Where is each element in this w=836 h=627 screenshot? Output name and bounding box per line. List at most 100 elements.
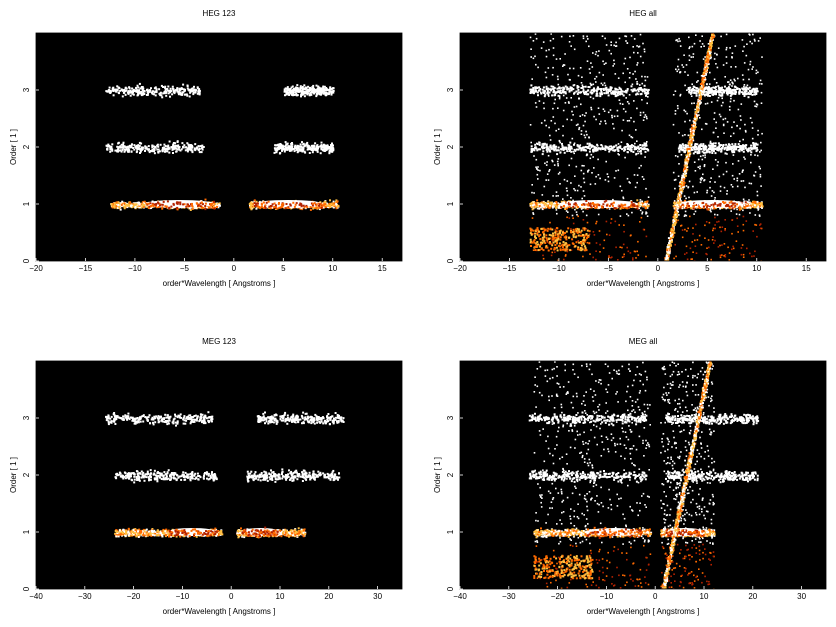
pixel	[126, 91, 129, 94]
pixel	[310, 149, 313, 151]
pixel	[530, 149, 533, 151]
pixel	[163, 90, 166, 93]
pixel	[109, 90, 112, 93]
pixel	[320, 91, 323, 94]
pixel	[693, 147, 696, 149]
pixel	[626, 88, 629, 90]
pixel	[573, 92, 575, 95]
pixel	[140, 91, 143, 93]
pixel	[319, 203, 321, 206]
pixel	[706, 204, 709, 207]
pixel	[746, 206, 749, 209]
pixel	[213, 207, 216, 210]
pixel	[548, 150, 551, 152]
pixel	[320, 93, 322, 96]
pixel	[548, 205, 551, 208]
pixel	[588, 150, 591, 153]
pixel	[601, 93, 603, 96]
pixel	[269, 207, 272, 210]
pixel	[195, 207, 198, 210]
pixel	[157, 206, 160, 209]
pixel	[564, 146, 566, 149]
pixel	[159, 203, 162, 206]
pixel	[575, 204, 578, 207]
pixel	[735, 148, 737, 151]
pixel	[547, 87, 550, 90]
pixel	[641, 144, 644, 147]
pixel	[637, 147, 640, 149]
pixel	[641, 203, 644, 206]
pixel	[324, 148, 327, 151]
pixel	[755, 206, 758, 209]
pixel	[316, 149, 319, 152]
pixel	[538, 86, 541, 89]
pixel	[330, 93, 333, 96]
pixel	[137, 86, 140, 89]
pixel	[171, 93, 174, 96]
pixel	[705, 83, 708, 86]
pixel	[645, 91, 648, 94]
pixel	[591, 202, 593, 205]
pixel	[166, 200, 169, 203]
pixel	[589, 91, 592, 94]
pixel	[200, 147, 203, 150]
pixel	[186, 150, 189, 153]
pixel	[538, 89, 541, 92]
pixel	[196, 146, 198, 149]
pixel	[568, 90, 571, 93]
pixel	[176, 90, 179, 93]
pixel	[174, 144, 177, 147]
pixel	[708, 144, 711, 147]
pixel	[730, 205, 733, 207]
pixel	[117, 148, 119, 151]
pixel	[297, 88, 300, 91]
pixel	[329, 199, 331, 202]
pixel	[279, 147, 282, 149]
pixel	[150, 207, 152, 209]
pixel	[711, 148, 714, 151]
pixel	[577, 206, 579, 208]
pixel	[539, 202, 542, 205]
pixel	[184, 149, 187, 152]
pixel	[632, 144, 635, 147]
pixel	[600, 88, 603, 90]
pixel	[121, 95, 124, 98]
pixel	[173, 90, 176, 92]
pixel	[282, 147, 285, 150]
pixel	[290, 90, 293, 93]
pixel	[756, 203, 759, 206]
pixel	[147, 149, 150, 152]
pixel	[315, 95, 318, 98]
pixel	[599, 95, 602, 98]
pixel	[547, 206, 550, 209]
pixel	[310, 202, 313, 205]
pixel	[284, 145, 287, 147]
pixel	[109, 92, 112, 94]
pixel	[720, 144, 723, 147]
pixel	[197, 149, 200, 152]
pixel	[323, 89, 326, 92]
pixel	[287, 89, 290, 92]
pixel	[734, 145, 737, 148]
pixel	[624, 203, 627, 206]
pixel	[305, 90, 308, 93]
pixel	[248, 203, 251, 205]
plot-area	[36, 33, 402, 261]
pixel	[566, 150, 569, 153]
pixel	[198, 93, 201, 96]
pixel	[305, 92, 307, 95]
pixel	[555, 201, 558, 203]
pixel	[332, 91, 335, 94]
pixel	[156, 144, 159, 147]
pixel	[646, 206, 649, 209]
x-tick-label: −15	[79, 264, 93, 273]
pixel	[161, 206, 164, 209]
pixel	[325, 202, 328, 205]
pixel	[119, 202, 122, 205]
pixel	[182, 91, 185, 94]
pixel	[137, 147, 140, 149]
pixel	[278, 202, 280, 204]
pixel	[608, 150, 611, 153]
pixel	[698, 144, 701, 147]
pixel	[289, 89, 292, 92]
